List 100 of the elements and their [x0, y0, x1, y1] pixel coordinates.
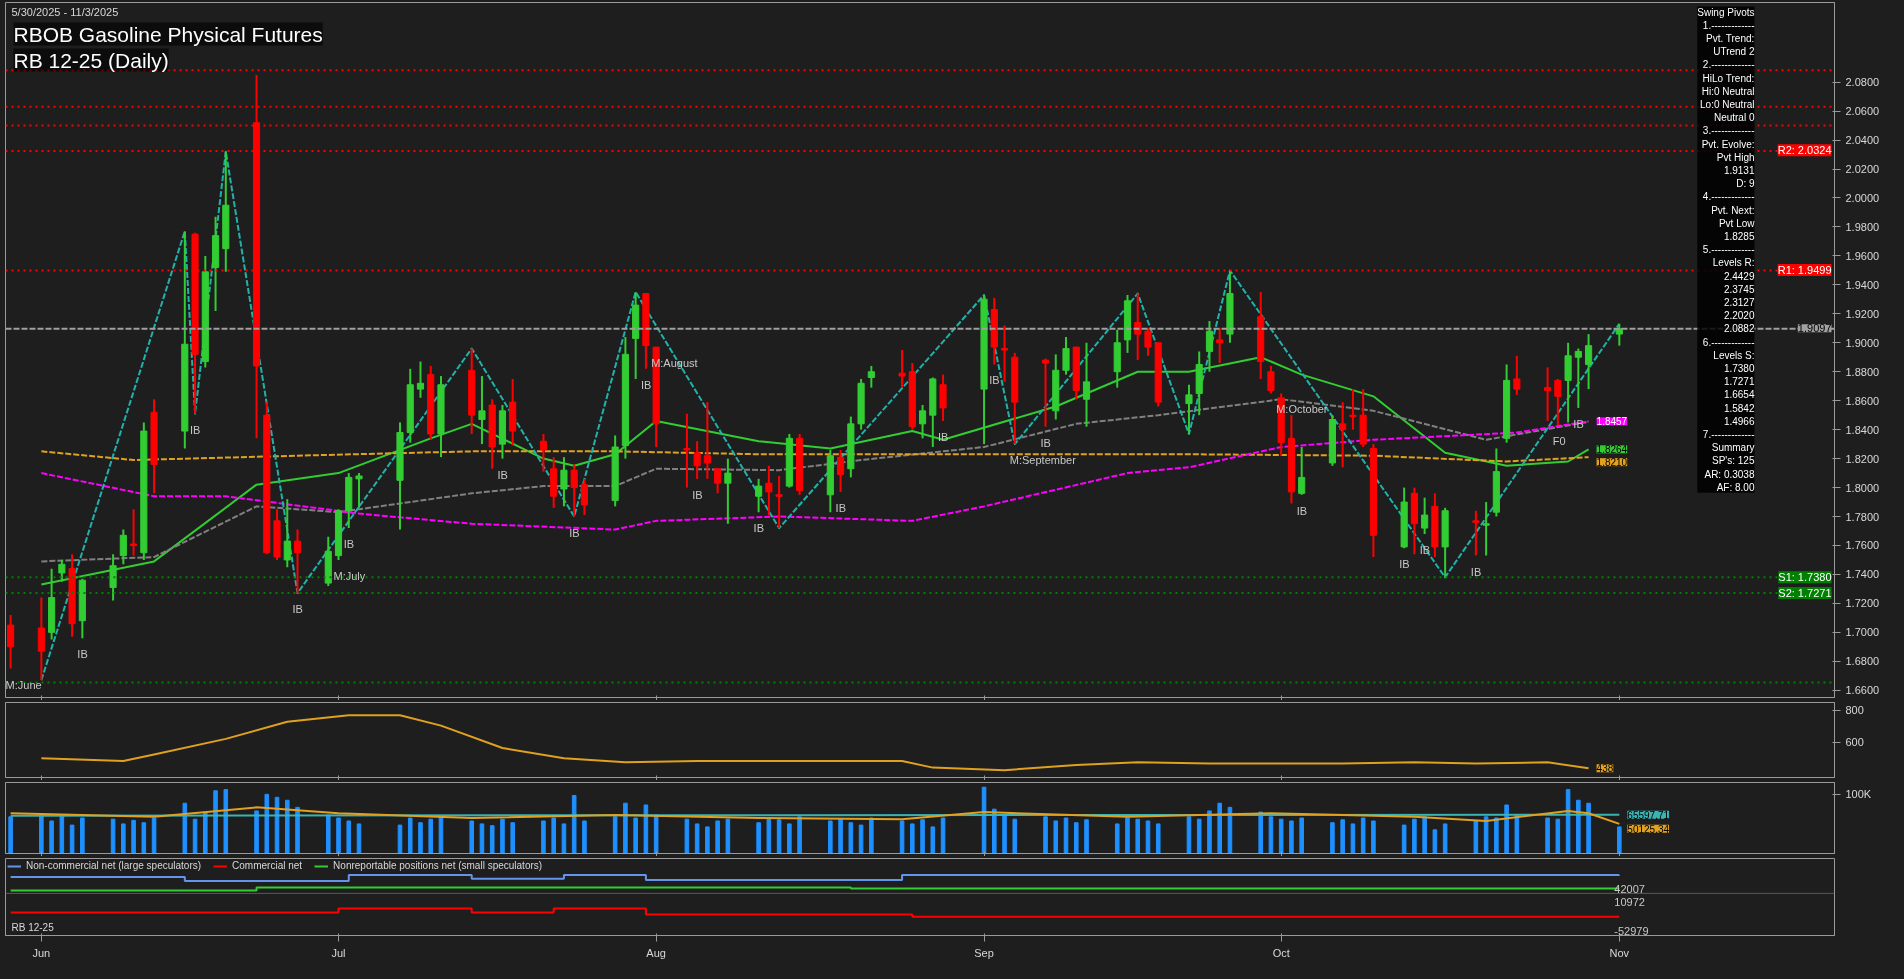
annotation: IB	[497, 468, 508, 481]
bar	[930, 826, 936, 854]
bar	[1586, 802, 1591, 854]
data-label: 50125.34	[1627, 823, 1670, 835]
bar	[121, 823, 126, 854]
candlestick	[714, 467, 722, 495]
y-tick-label: 1.7200	[1845, 597, 1880, 610]
bar	[500, 818, 505, 854]
annotation: M:June	[5, 678, 42, 691]
y-tick-label: 1.7400	[1845, 568, 1880, 581]
bar	[182, 802, 188, 854]
y-tick-label: 1.8400	[1845, 423, 1880, 436]
bar	[766, 817, 772, 854]
bar	[264, 793, 270, 854]
text: RBOB Gasoline Physical Futures	[13, 22, 323, 46]
bar	[797, 816, 802, 854]
bar	[899, 820, 905, 854]
candlestick	[283, 498, 291, 569]
bar	[325, 814, 331, 854]
bar	[1289, 820, 1294, 854]
candlestick	[775, 474, 783, 530]
bar	[910, 823, 915, 854]
bar	[756, 822, 761, 854]
candlestick	[1585, 333, 1593, 391]
bar	[612, 816, 618, 854]
annotation: IB	[1470, 565, 1482, 578]
candlestick	[703, 401, 711, 480]
bar	[1350, 823, 1356, 854]
bar	[192, 818, 198, 854]
bar	[1494, 817, 1499, 854]
candlestick	[58, 558, 66, 583]
y-tick-label: 2.0400	[1845, 134, 1880, 147]
bar	[725, 818, 731, 854]
bar	[1330, 822, 1335, 854]
bar	[828, 820, 833, 854]
candlestick	[918, 404, 927, 440]
bar	[1135, 818, 1141, 854]
candlestick	[683, 412, 691, 489]
bar	[407, 817, 413, 854]
candlestick	[1513, 354, 1521, 396]
bar	[223, 789, 229, 854]
bar	[1401, 824, 1407, 854]
bar	[284, 799, 290, 854]
bar	[869, 817, 874, 854]
y-tick-label: 1.6600	[1845, 684, 1880, 697]
y-tick-label: 1.9400	[1845, 278, 1880, 291]
bar	[551, 817, 556, 854]
annotation: IB	[190, 423, 201, 436]
bar	[582, 820, 587, 854]
bar	[991, 808, 997, 854]
legend-label: Commercial net	[232, 860, 303, 871]
bar	[49, 820, 54, 854]
bar	[1555, 818, 1561, 854]
annotation: 10972	[1614, 896, 1645, 909]
bar	[203, 811, 208, 854]
candlestick	[724, 457, 732, 525]
candlestick	[1574, 347, 1582, 409]
x-tick-label: Aug	[646, 946, 666, 959]
candlestick	[1544, 366, 1552, 422]
data-label: 1.8457	[1596, 416, 1628, 428]
bar	[510, 822, 515, 854]
candlestick	[560, 456, 568, 508]
bar	[1360, 817, 1366, 854]
legend-label: Nonreportable positions net (small speculators)	[333, 860, 543, 871]
candlestick	[1144, 327, 1152, 357]
bar	[1545, 817, 1550, 854]
annotation: IB	[692, 488, 703, 501]
candlestick	[693, 440, 701, 480]
annotation: IB	[640, 378, 652, 391]
bar	[151, 817, 157, 854]
text: RB 12-25	[11, 921, 55, 933]
candlestick	[1185, 383, 1193, 435]
bar	[59, 815, 65, 854]
y-tick-label: 1.9000	[1845, 336, 1880, 349]
annotation: 42007	[1614, 882, 1645, 895]
x-tick-label: Jun	[32, 946, 51, 959]
bar	[1617, 826, 1622, 854]
bar	[787, 823, 792, 854]
bar	[643, 804, 649, 854]
x-tick-label: Sep	[974, 946, 994, 959]
bar	[1053, 820, 1059, 854]
bar	[623, 802, 628, 854]
candlestick	[755, 477, 763, 514]
y-tick-label: 1.7000	[1845, 626, 1880, 639]
bar	[336, 817, 341, 854]
bar	[1073, 822, 1079, 854]
ref-line-label: 1.9097	[1797, 322, 1832, 335]
y-tick-label: 1.9600	[1845, 249, 1880, 262]
y-tick-label: 1.8000	[1845, 481, 1880, 494]
ref-line-label: R2: 2.0324	[1777, 144, 1832, 157]
line-series	[40, 714, 1590, 772]
bar	[571, 795, 577, 854]
candlestick	[580, 477, 588, 517]
candlestick	[1421, 496, 1429, 535]
annotation: M:July	[333, 569, 366, 582]
bar	[1504, 804, 1509, 854]
bar	[469, 820, 475, 854]
y-tick-label: 1.7800	[1845, 510, 1880, 523]
candlestick	[478, 375, 486, 446]
bar	[1422, 816, 1427, 854]
